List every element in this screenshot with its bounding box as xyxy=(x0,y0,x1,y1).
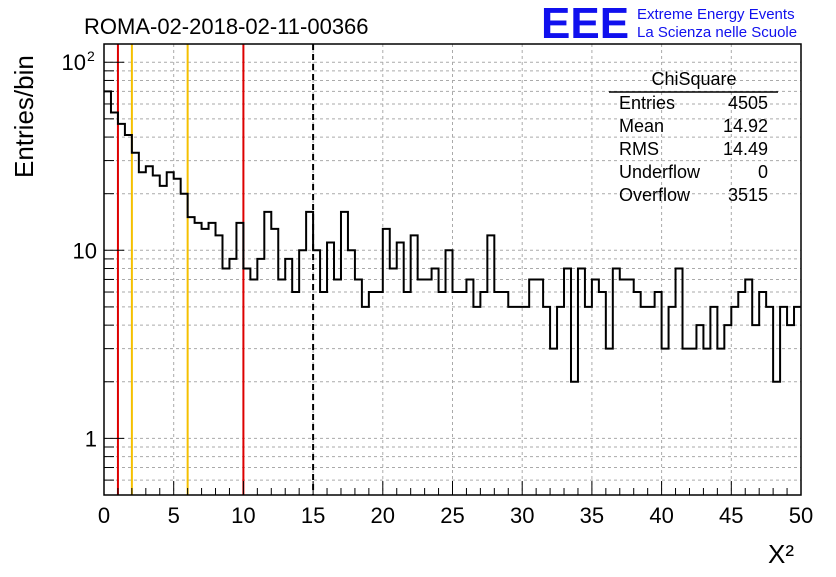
x-tick-label: 10 xyxy=(231,503,255,528)
x-tick-label: 50 xyxy=(789,503,813,528)
stats-row-value: 14.92 xyxy=(723,116,768,136)
run-title: ROMA-02-2018-02-11-00366 xyxy=(84,14,369,39)
stats-row-value: 3515 xyxy=(728,185,768,205)
x-tick-label: 15 xyxy=(301,503,325,528)
y-tick-label-exponent: 2 xyxy=(87,48,95,64)
stats-row-value: 14.49 xyxy=(723,139,768,159)
logo-line-2: La Scienza nelle Scuole xyxy=(637,24,797,41)
stats-row-label: Mean xyxy=(619,116,664,136)
x-tick-label: 40 xyxy=(649,503,673,528)
x-tick-label: 0 xyxy=(98,503,110,528)
x-axis-title: X² xyxy=(768,539,794,569)
y-axis-title: Entries/bin xyxy=(9,55,39,178)
x-tick-label: 30 xyxy=(510,503,534,528)
x-tick-label: 35 xyxy=(580,503,604,528)
stats-row-value: 4505 xyxy=(728,93,768,113)
x-tick-label: 25 xyxy=(440,503,464,528)
y-tick-label: 1 xyxy=(85,426,97,451)
logo-line-1: Extreme Energy Events xyxy=(637,6,795,23)
x-tick-label: 20 xyxy=(371,503,395,528)
stats-row-label: Overflow xyxy=(619,185,691,205)
y-tick-label: 10 xyxy=(73,238,97,263)
stats-title: ChiSquare xyxy=(651,69,736,89)
eee-logo-mark: EEE xyxy=(541,0,629,48)
y-tick-label: 10 xyxy=(62,50,86,75)
stats-row-label: Entries xyxy=(619,93,675,113)
x-tick-label: 45 xyxy=(719,503,743,528)
stats-row-label: RMS xyxy=(619,139,659,159)
stats-row-value: 0 xyxy=(758,162,768,182)
x-tick-label: 5 xyxy=(168,503,180,528)
stats-row-label: Underflow xyxy=(619,162,701,182)
